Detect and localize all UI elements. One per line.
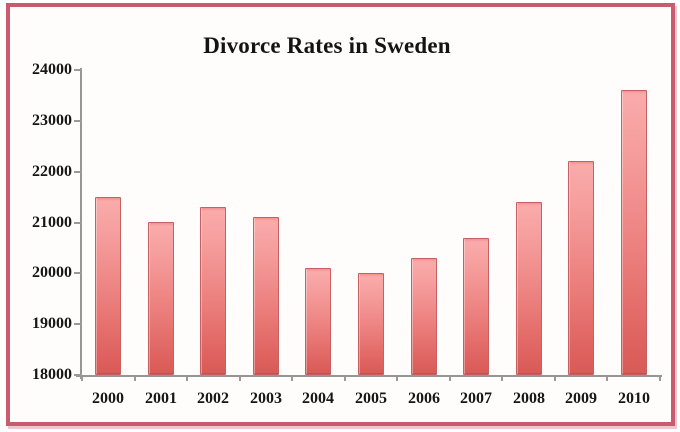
y-axis-line bbox=[80, 68, 82, 379]
y-tick-label-23000: 23000 bbox=[32, 111, 72, 129]
x-tick-label-2006: 2006 bbox=[408, 390, 440, 407]
x-tick bbox=[133, 377, 136, 381]
x-tick bbox=[81, 377, 83, 381]
x-tick-label-2001: 2001 bbox=[145, 390, 177, 407]
y-tick bbox=[74, 221, 82, 224]
x-tick-label-2008: 2008 bbox=[513, 390, 545, 407]
x-tick bbox=[553, 377, 556, 381]
y-tick-label-24000: 24000 bbox=[32, 61, 72, 78]
y-tick-label-21000: 21000 bbox=[32, 213, 72, 231]
x-tick bbox=[501, 377, 504, 381]
y-tick bbox=[74, 170, 82, 173]
bar-2005 bbox=[358, 273, 384, 375]
bar-2000 bbox=[95, 197, 121, 375]
bar-2003 bbox=[253, 217, 279, 375]
bar-2010 bbox=[621, 90, 647, 375]
y-tick-label-19000: 19000 bbox=[32, 315, 72, 333]
bar-2004 bbox=[305, 268, 331, 375]
x-tick bbox=[343, 377, 346, 381]
bar-2007 bbox=[463, 238, 489, 375]
x-tick-label-2003: 2003 bbox=[250, 390, 282, 407]
x-tick bbox=[448, 377, 451, 381]
x-tick-label-2005: 2005 bbox=[355, 390, 387, 407]
y-tick-label-20000: 20000 bbox=[32, 264, 72, 282]
bar-2008 bbox=[516, 202, 542, 375]
bar-2001 bbox=[148, 222, 174, 375]
x-tick-label-2002: 2002 bbox=[197, 390, 229, 407]
bar-2006 bbox=[411, 258, 437, 375]
x-axis-line bbox=[76, 375, 662, 377]
x-tick bbox=[396, 377, 399, 381]
chart-title: Divorce Rates in Sweden bbox=[203, 33, 451, 58]
y-tick bbox=[74, 323, 82, 326]
x-tick-label-2000: 2000 bbox=[92, 390, 124, 407]
x-tick-label-2009: 2009 bbox=[565, 390, 597, 407]
y-tick-label-18000: 18000 bbox=[32, 366, 72, 383]
y-tick bbox=[74, 272, 82, 275]
x-tick bbox=[291, 377, 294, 381]
y-tick bbox=[74, 374, 82, 376]
x-tick bbox=[659, 377, 661, 381]
x-tick bbox=[186, 377, 189, 381]
x-tick bbox=[606, 377, 609, 381]
y-tick bbox=[74, 119, 82, 122]
x-tick bbox=[238, 377, 241, 381]
bar-2002 bbox=[200, 207, 226, 375]
x-tick-label-2007: 2007 bbox=[460, 390, 492, 407]
bar-2009 bbox=[568, 161, 594, 375]
y-tick bbox=[74, 69, 82, 71]
x-tick-label-2004: 2004 bbox=[302, 390, 334, 407]
y-tick-label-22000: 22000 bbox=[32, 162, 72, 180]
x-tick-label-2010: 2010 bbox=[618, 390, 650, 407]
